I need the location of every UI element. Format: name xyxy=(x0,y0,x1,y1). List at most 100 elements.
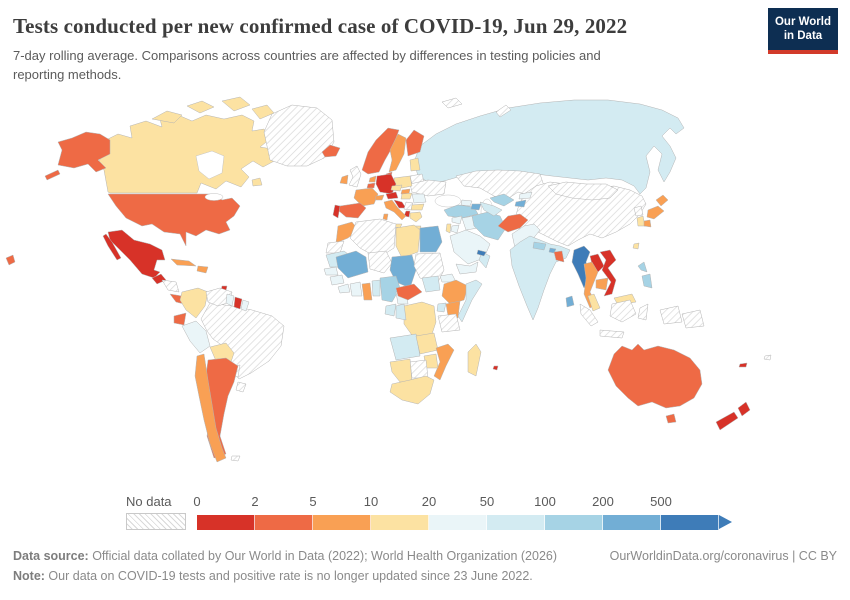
country-saudi-arabia[interactable] xyxy=(449,229,491,265)
country-zambia[interactable] xyxy=(415,332,439,355)
country-guyana[interactable] xyxy=(225,293,235,307)
legend-segment-2-5[interactable] xyxy=(255,515,313,530)
country-colombia[interactable] xyxy=(179,287,209,319)
country-russia[interactable] xyxy=(413,99,685,195)
country-united-states[interactable] xyxy=(107,193,241,247)
country-ghana[interactable] xyxy=(361,282,373,301)
country-syria[interactable] xyxy=(451,215,463,225)
country-senegal[interactable] xyxy=(323,266,339,276)
country-israel[interactable] xyxy=(445,223,452,234)
country-czechia[interactable] xyxy=(390,184,403,192)
country-canada-island-3[interactable] xyxy=(221,96,251,112)
country-turkmenistan[interactable] xyxy=(479,201,503,217)
country-philippines-mindanao[interactable] xyxy=(641,273,653,289)
country-north-korea[interactable] xyxy=(633,205,644,217)
country-australia[interactable] xyxy=(607,343,703,409)
country-italy[interactable] xyxy=(383,199,407,221)
country-fiji[interactable] xyxy=(763,354,772,361)
country-romania[interactable] xyxy=(411,193,427,204)
country-indonesia-java[interactable] xyxy=(599,329,625,339)
country-somalia[interactable] xyxy=(457,279,483,323)
country-portugal[interactable] xyxy=(332,204,341,219)
country-mozambique[interactable] xyxy=(433,343,455,381)
country-bulgaria[interactable] xyxy=(410,203,425,211)
country-austria[interactable] xyxy=(385,191,399,200)
country-uruguay[interactable] xyxy=(235,381,247,393)
country-germany[interactable] xyxy=(375,173,397,195)
country-south-sudan[interactable] xyxy=(421,275,441,293)
country-united-states-hawaii[interactable] xyxy=(5,254,16,266)
country-indonesia-borneo[interactable] xyxy=(609,299,637,323)
country-japan-hokkaido[interactable] xyxy=(655,194,669,207)
country-new-caledonia[interactable] xyxy=(738,362,748,368)
country-cuba[interactable] xyxy=(170,258,197,267)
country-oman[interactable] xyxy=(478,251,491,269)
country-svalbard[interactable] xyxy=(441,97,463,109)
country-novaya-zemlya[interactable] xyxy=(495,104,512,118)
country-cambodia[interactable] xyxy=(595,277,609,291)
country-indonesia-papua[interactable] xyxy=(659,305,683,325)
country-taiwan[interactable] xyxy=(632,242,640,250)
country-finland[interactable] xyxy=(405,129,425,157)
country-philippines-luzon[interactable] xyxy=(637,261,648,273)
country-mauritius[interactable] xyxy=(492,365,499,371)
country-falkland-islands[interactable] xyxy=(230,455,241,462)
country-ethiopia[interactable] xyxy=(441,279,469,305)
legend-segment-20-50[interactable] xyxy=(429,515,487,530)
country-malaysia[interactable] xyxy=(587,293,601,312)
country-canada-island-1[interactable] xyxy=(151,110,183,124)
country-namibia[interactable] xyxy=(389,358,413,383)
country-indonesia-sulawesi[interactable] xyxy=(637,303,649,321)
country-japan-honshu[interactable] xyxy=(646,205,665,220)
country-egypt[interactable] xyxy=(419,225,443,253)
country-sardinia[interactable] xyxy=(382,213,389,221)
country-botswana[interactable] xyxy=(409,359,429,379)
country-togo-benin[interactable] xyxy=(371,279,381,297)
country-sri-lanka[interactable] xyxy=(565,295,575,308)
country-united-arab-emirates[interactable] xyxy=(476,249,487,257)
country-azerbaijan[interactable] xyxy=(470,203,482,211)
legend-segment-10-20[interactable] xyxy=(371,515,429,530)
legend-no-data[interactable]: No data xyxy=(126,494,186,530)
country-canada-island-2[interactable] xyxy=(186,100,215,114)
country-uganda[interactable] xyxy=(436,302,447,313)
country-nigeria[interactable] xyxy=(379,275,401,303)
country-iceland[interactable] xyxy=(321,144,341,158)
country-suriname[interactable] xyxy=(233,296,243,310)
country-ukraine[interactable] xyxy=(409,179,447,197)
country-tajikistan[interactable] xyxy=(514,199,527,208)
country-french-guiana[interactable] xyxy=(240,299,250,312)
country-kyrgyzstan[interactable] xyxy=(518,191,533,200)
country-mexico[interactable] xyxy=(107,229,166,279)
country-south-africa[interactable] xyxy=(389,375,435,405)
legend-segment-100-200[interactable] xyxy=(545,515,603,530)
country-madagascar[interactable] xyxy=(467,343,482,377)
country-dr-congo[interactable] xyxy=(403,301,437,341)
country-guatemala[interactable] xyxy=(151,273,167,285)
country-tasmania[interactable] xyxy=(665,413,677,424)
country-angola[interactable] xyxy=(389,333,421,361)
country-mongolia[interactable] xyxy=(547,181,619,201)
country-peru[interactable] xyxy=(181,320,211,354)
country-ireland[interactable] xyxy=(339,174,349,185)
country-baltic-states[interactable] xyxy=(409,157,421,172)
country-yemen[interactable] xyxy=(455,261,479,275)
country-ivory-coast[interactable] xyxy=(349,281,363,297)
country-niger[interactable] xyxy=(367,250,393,274)
country-switzerland[interactable] xyxy=(374,194,385,201)
country-guinea[interactable] xyxy=(329,274,345,286)
country-ecuador[interactable] xyxy=(173,312,187,326)
country-mali[interactable] xyxy=(335,250,369,279)
country-central-african-republic[interactable] xyxy=(395,283,423,301)
country-france[interactable] xyxy=(353,187,379,207)
country-united-states-aleutians[interactable] xyxy=(44,169,61,181)
country-greece[interactable] xyxy=(409,211,423,223)
country-tanzania[interactable] xyxy=(437,313,461,333)
no-data-swatch[interactable] xyxy=(126,513,186,530)
legend-segment-0-2[interactable] xyxy=(197,515,255,530)
legend-segment-200-500[interactable] xyxy=(603,515,661,530)
country-chile[interactable] xyxy=(194,353,227,463)
country-afghanistan[interactable] xyxy=(497,213,529,233)
country-united-kingdom[interactable] xyxy=(348,165,362,188)
legend-segment-5-10[interactable] xyxy=(313,515,371,530)
